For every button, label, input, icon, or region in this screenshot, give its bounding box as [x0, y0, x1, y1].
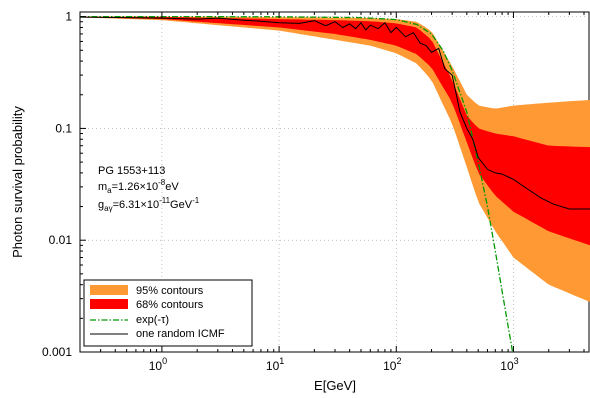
- y-axis-title: Photon survival probability: [10, 106, 25, 258]
- band-95-contours: [80, 16, 590, 302]
- legend-label-icmf: one random ICMF: [136, 328, 225, 340]
- parameter-annotation: PG 1553+113 ma=1.26×10-8eV gaγ=6.31×10-1…: [98, 165, 200, 213]
- y-tick-label: 0.001: [42, 345, 72, 359]
- x-tick-label: 101: [266, 356, 284, 373]
- series-layer: [80, 15, 590, 352]
- annotation-source: PG 1553+113: [98, 165, 165, 177]
- y-tick-label: 0.01: [49, 233, 73, 247]
- x-tick-label: 100: [149, 356, 167, 373]
- y-tick-label: 1: [65, 10, 72, 24]
- axis-ticks: 100 101 102 103 1 0.1 0.01 0.001: [42, 10, 585, 373]
- legend-label-68: 68% contours: [136, 299, 204, 311]
- legend-swatch-68: [90, 299, 128, 309]
- line-random-icmf: [80, 16, 590, 210]
- annotation-coupling: gaγ=6.31×10-11GeV-1: [98, 196, 200, 213]
- x-tick-label: 103: [500, 356, 518, 373]
- x-axis-title: E[GeV]: [314, 378, 356, 393]
- annotation-mass: ma=1.26×10-8eV: [98, 178, 179, 195]
- band-68-contours: [80, 16, 590, 246]
- line-exp-tau: [80, 15, 514, 352]
- legend: 95% contours 68% contours exp(-τ) one ra…: [83, 279, 253, 347]
- x-tick-label: 102: [383, 356, 401, 373]
- y-tick-label: 0.1: [55, 121, 72, 135]
- legend-label-exp-tau: exp(-τ): [136, 314, 169, 326]
- legend-label-95: 95% contours: [136, 285, 204, 297]
- legend-swatch-95: [90, 285, 128, 295]
